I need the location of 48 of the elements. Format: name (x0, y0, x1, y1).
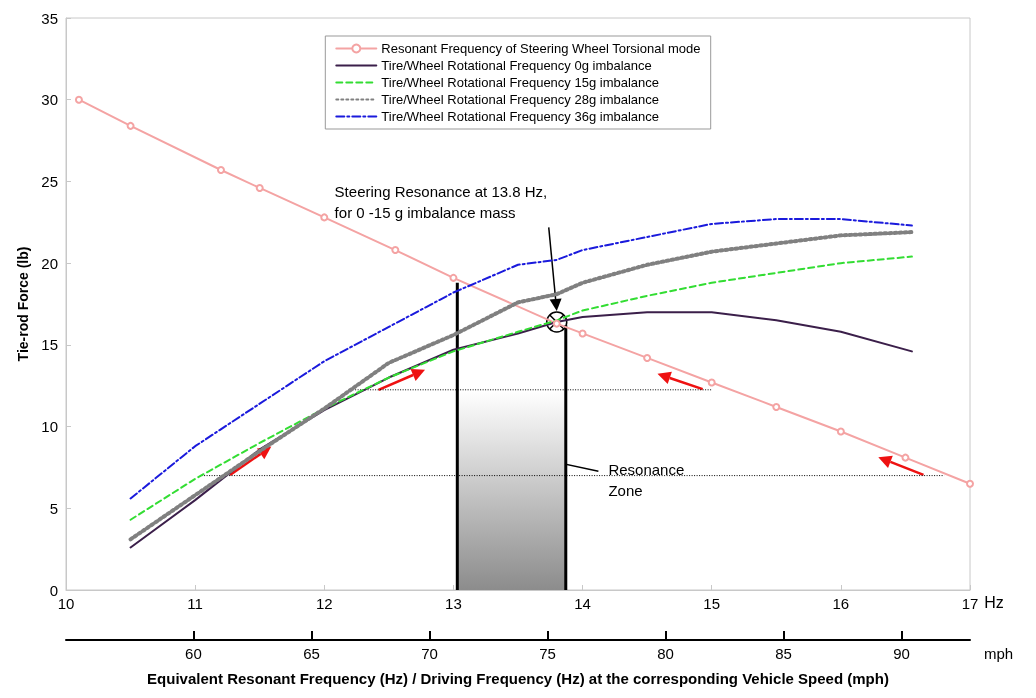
x2-tick-label: 70 (421, 645, 438, 662)
line-series (129, 311, 913, 549)
legend-label: Tire/Wheel Rotational Frequency 36g imbalance (381, 109, 660, 124)
x-axis-title: Hz (984, 593, 1004, 611)
point (643, 353, 652, 362)
legend-label: Tire/Wheel Rotational Frequency 15g imbalance (381, 75, 660, 90)
point (255, 183, 264, 192)
y-tick-label: 35 (41, 9, 58, 27)
legend-label: Tire/Wheel Rotational Frequency 28g imbalance (381, 92, 660, 107)
x-tick-label: 13 (445, 595, 462, 612)
text: Equivalent Resonant Frequency (Hz) / Driving Frequency (Hz) at the corresponding Vehicle Speed (mph) (147, 670, 889, 687)
y-tick-label: 30 (41, 91, 58, 109)
annotation: Resonance Zone (608, 461, 685, 500)
point (578, 329, 587, 338)
x2-tick-label: 75 (539, 645, 556, 662)
x2-tick-label: 80 (657, 645, 674, 662)
y-tick-label: 25 (41, 172, 58, 190)
point (707, 378, 716, 387)
x-tick-label: 16 (832, 595, 850, 612)
x2-tick-label: 65 (303, 645, 320, 662)
x-tick-label: 12 (315, 595, 333, 612)
point (836, 427, 845, 436)
point (966, 479, 974, 488)
y-axis-title: Tie-rod Force (lb) (15, 246, 32, 362)
x2-tick-label: 60 (185, 645, 202, 662)
x2-tick-label: 85 (775, 645, 792, 662)
point (772, 402, 781, 411)
point (216, 165, 225, 174)
y-tick-label: 20 (41, 254, 58, 272)
y-tick-label: 10 (41, 418, 58, 436)
x-tick-label: 17 (961, 595, 979, 612)
x2-axis-title: mph (984, 645, 1014, 662)
x2-tick-label: 90 (893, 645, 910, 662)
point (126, 121, 135, 130)
x-tick-label: 11 (187, 595, 203, 612)
y-tick-label: 5 (49, 499, 58, 517)
point (391, 246, 400, 255)
y-tick-label: 15 (41, 336, 58, 354)
point (901, 453, 910, 462)
point (74, 95, 83, 104)
x-tick-label: 15 (703, 595, 721, 612)
annotation: Steering Resonance at 13.8 Hz, for 0 -15 g imbalance mass (334, 183, 548, 222)
y-tick-label: 0 (49, 581, 58, 599)
point (320, 213, 329, 222)
x-tick-label: 14 (574, 595, 591, 612)
legend-label: Tire/Wheel Rotational Frequency 0g imbalance (381, 58, 652, 73)
legend-label: Resonant Frequency of Steering Wheel Torsional mode (381, 41, 701, 56)
point (449, 273, 458, 282)
